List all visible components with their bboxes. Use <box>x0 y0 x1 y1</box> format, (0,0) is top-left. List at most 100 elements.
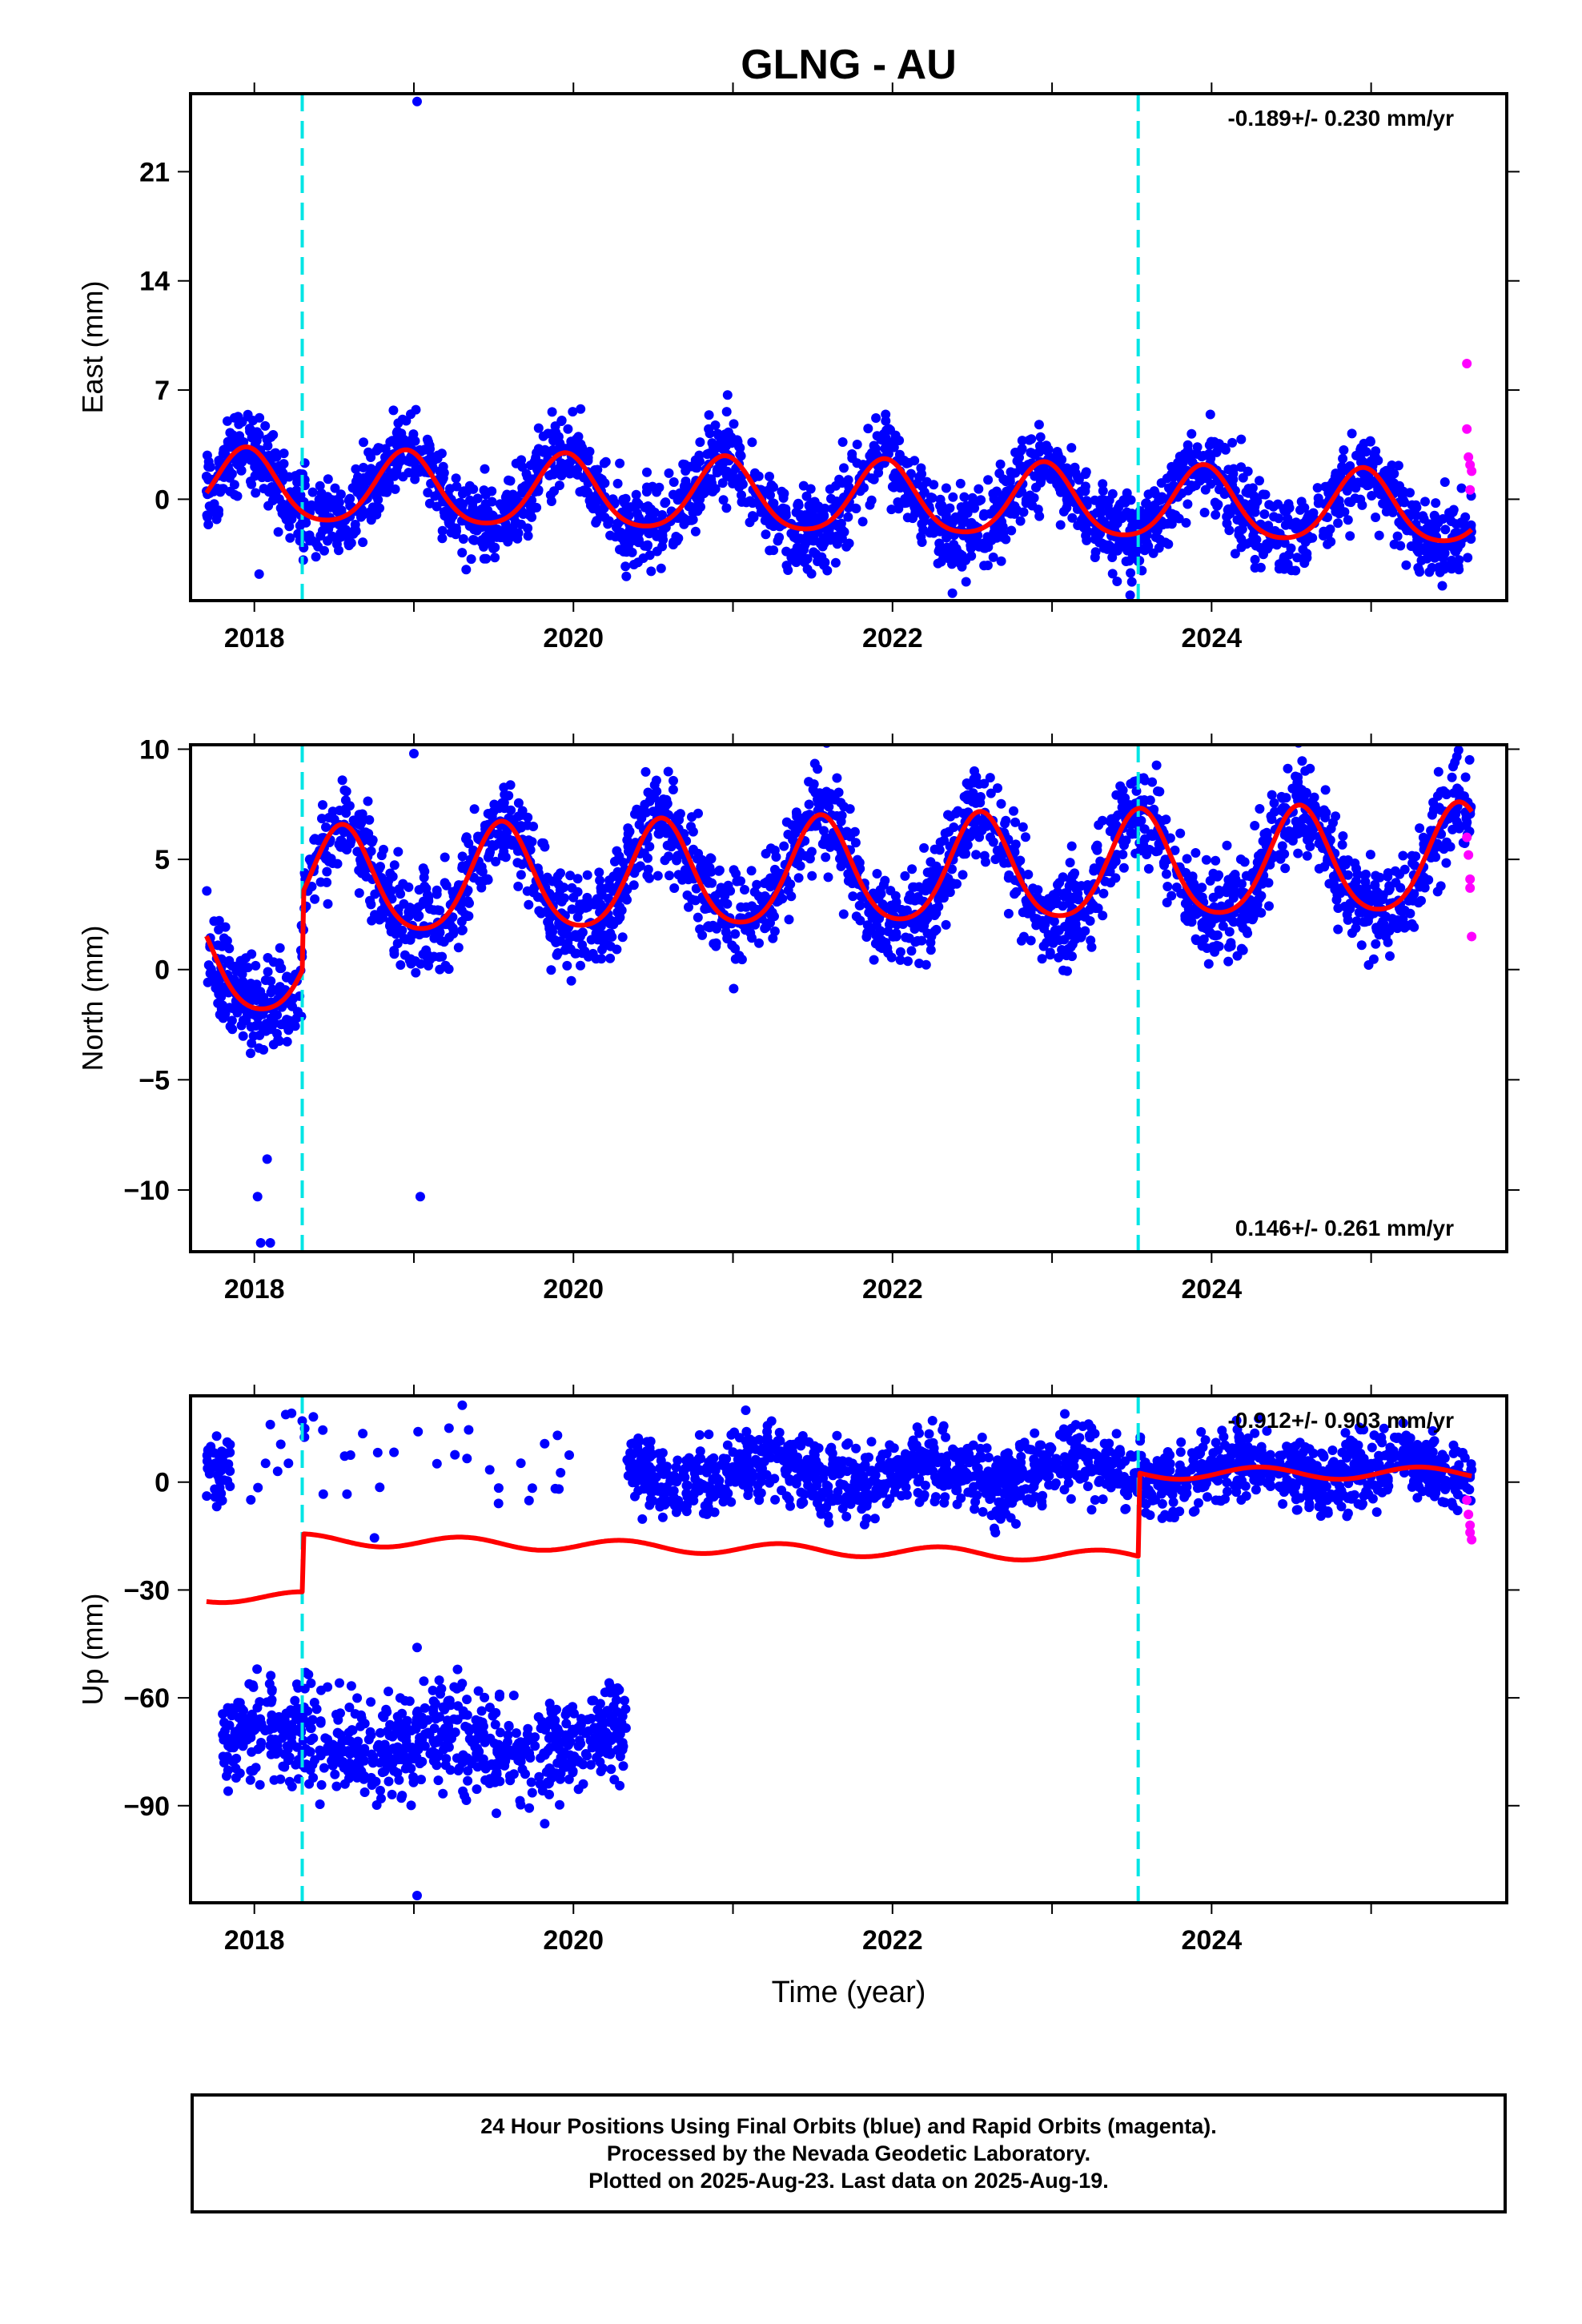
data-point <box>1381 931 1391 942</box>
outlier-point <box>262 1154 272 1164</box>
data-point <box>267 487 278 497</box>
data-point <box>214 1474 224 1484</box>
data-point <box>769 498 779 509</box>
data-point <box>926 945 936 955</box>
data-point <box>669 477 679 487</box>
data-point <box>648 481 657 492</box>
data-point <box>819 511 829 521</box>
data-point <box>1225 509 1235 519</box>
rapid-point <box>1462 424 1472 434</box>
data-point <box>487 497 497 507</box>
data-point <box>335 529 346 539</box>
data-point <box>1031 482 1042 493</box>
data-point <box>697 930 708 940</box>
data-point <box>332 858 343 869</box>
data-point <box>1420 497 1430 507</box>
data-point <box>1181 517 1191 528</box>
data-point <box>684 501 694 512</box>
outlier-point <box>412 96 422 107</box>
data-point <box>1415 567 1425 577</box>
data-point <box>918 512 929 522</box>
data-point <box>1104 495 1114 505</box>
data-point <box>928 907 938 917</box>
data-point <box>1096 495 1106 505</box>
data-point <box>250 471 260 481</box>
data-point <box>1012 456 1022 466</box>
data-point <box>922 879 933 888</box>
data-point <box>1105 510 1115 521</box>
data-point <box>1222 840 1232 850</box>
data-point <box>969 826 979 836</box>
data-point <box>1447 507 1458 517</box>
data-point <box>747 437 757 448</box>
data-point <box>1001 815 1011 826</box>
data-point <box>243 412 253 422</box>
x-tick-label: 2022 <box>862 1274 923 1305</box>
data-point <box>1356 940 1367 951</box>
data-point <box>358 462 368 472</box>
data-point <box>583 456 593 466</box>
data-point <box>631 489 641 500</box>
data-point <box>1450 544 1460 554</box>
data-point <box>734 441 744 452</box>
data-point <box>383 1776 394 1787</box>
data-point <box>1205 875 1215 886</box>
data-point <box>1287 783 1298 794</box>
data-point <box>296 1011 307 1022</box>
data-point <box>1431 498 1441 509</box>
data-point <box>488 532 498 542</box>
data-point <box>1307 533 1318 543</box>
data-point <box>801 491 812 501</box>
data-point <box>1175 828 1186 838</box>
data-point <box>1040 919 1050 929</box>
data-point <box>457 548 468 558</box>
data-point <box>1222 884 1231 895</box>
data-point <box>263 967 273 977</box>
data-point <box>358 537 368 548</box>
data-point <box>640 766 651 777</box>
data-point <box>966 517 977 528</box>
data-point <box>1413 547 1423 557</box>
data-point <box>432 885 442 895</box>
data-point <box>375 503 385 513</box>
data-point <box>602 940 612 951</box>
data-point <box>823 833 833 843</box>
data-point <box>771 852 781 862</box>
data-point <box>567 883 577 893</box>
y-tick-label: 21 <box>139 157 170 187</box>
data-point <box>358 828 368 838</box>
data-point <box>1279 554 1289 565</box>
data-point <box>1420 546 1431 557</box>
data-point <box>1071 894 1082 904</box>
data-point <box>572 464 583 474</box>
data-point <box>705 428 715 439</box>
data-point <box>1126 568 1136 578</box>
data-point <box>1140 775 1150 786</box>
data-point <box>1413 898 1423 908</box>
data-point <box>236 1020 247 1031</box>
data-point <box>765 882 776 892</box>
data-point <box>210 1484 220 1494</box>
data-point <box>1279 564 1290 574</box>
data-point <box>398 472 408 482</box>
data-point <box>251 488 261 498</box>
velocity-label: 0.146+/- 0.261 mm/yr <box>1235 1216 1454 1240</box>
data-point <box>1453 561 1464 572</box>
data-point <box>370 889 380 899</box>
data-point <box>796 512 806 522</box>
data-point <box>248 1031 259 1041</box>
data-point <box>917 935 927 946</box>
data-point <box>1391 878 1401 888</box>
data-point <box>833 842 843 852</box>
data-point <box>644 842 655 852</box>
data-point <box>886 900 897 911</box>
data-point <box>1367 491 1377 501</box>
data-point <box>488 543 499 553</box>
data-point <box>487 810 497 821</box>
data-point <box>764 485 774 495</box>
data-point <box>644 550 655 561</box>
data-point <box>813 764 823 774</box>
data-point <box>809 516 820 526</box>
data-point <box>424 436 433 447</box>
data-point <box>1331 811 1341 822</box>
